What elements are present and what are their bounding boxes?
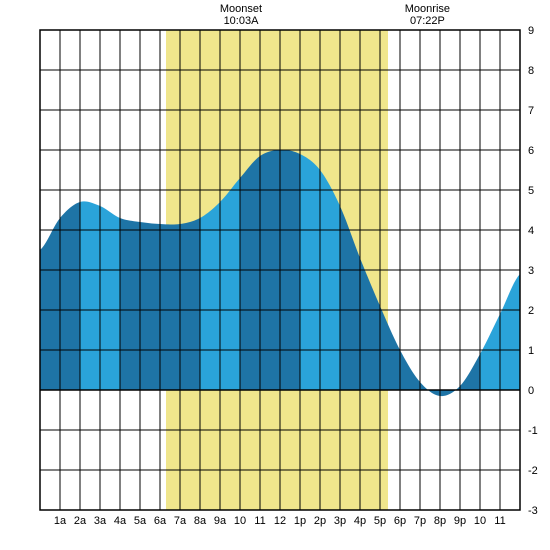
y-tick-label: 1: [528, 345, 534, 357]
x-tick-label: 4p: [354, 515, 366, 527]
moonset-label: Moonset: [220, 3, 262, 15]
y-tick-label: 4: [528, 225, 534, 237]
x-tick-label: 2a: [74, 515, 87, 527]
x-tick-label: 12: [274, 515, 286, 527]
x-tick-label: 11: [254, 515, 265, 527]
x-tick-label: 10: [234, 515, 246, 527]
y-tick-label: -3: [528, 505, 538, 517]
tide-chart: 1a2a3a4a5a6a7a8a9a1011121p2p3p4p5p6p7p8p…: [0, 0, 550, 550]
y-tick-label: 2: [528, 305, 534, 317]
x-tick-label: 10: [474, 515, 486, 527]
x-tick-label: 6a: [154, 515, 167, 527]
chart-svg: 1a2a3a4a5a6a7a8a9a1011121p2p3p4p5p6p7p8p…: [0, 0, 550, 550]
x-tick-label: 5a: [134, 515, 147, 527]
y-tick-label: -1: [528, 425, 538, 437]
x-tick-label: 1p: [294, 515, 306, 527]
x-tick-label: 1a: [54, 515, 67, 527]
y-tick-label: -2: [528, 465, 538, 477]
x-tick-label: 7p: [414, 515, 426, 527]
y-tick-label: 0: [528, 385, 534, 397]
moonrise-label: Moonrise: [405, 3, 450, 15]
x-tick-label: 9p: [454, 515, 466, 527]
y-tick-label: 6: [528, 145, 534, 157]
y-tick-label: 8: [528, 65, 534, 77]
x-tick-label: 3a: [94, 515, 107, 527]
x-tick-label: 3p: [334, 515, 346, 527]
x-tick-label: 9a: [214, 515, 227, 527]
x-tick-label: 2p: [314, 515, 326, 527]
x-tick-label: 8a: [194, 515, 207, 527]
x-tick-label: 4a: [114, 515, 127, 527]
moonrise-time: 07:22P: [410, 15, 445, 27]
x-tick-label: 6p: [394, 515, 406, 527]
x-tick-label: 8p: [434, 515, 446, 527]
y-tick-label: 5: [528, 185, 534, 197]
y-tick-label: 7: [528, 105, 534, 117]
moonset-time: 10:03A: [224, 15, 260, 27]
x-tick-label: 7a: [174, 515, 187, 527]
y-tick-label: 3: [528, 265, 534, 277]
x-tick-label: 5p: [374, 515, 386, 527]
x-tick-label: 11: [494, 515, 505, 527]
y-tick-label: 9: [528, 25, 534, 37]
